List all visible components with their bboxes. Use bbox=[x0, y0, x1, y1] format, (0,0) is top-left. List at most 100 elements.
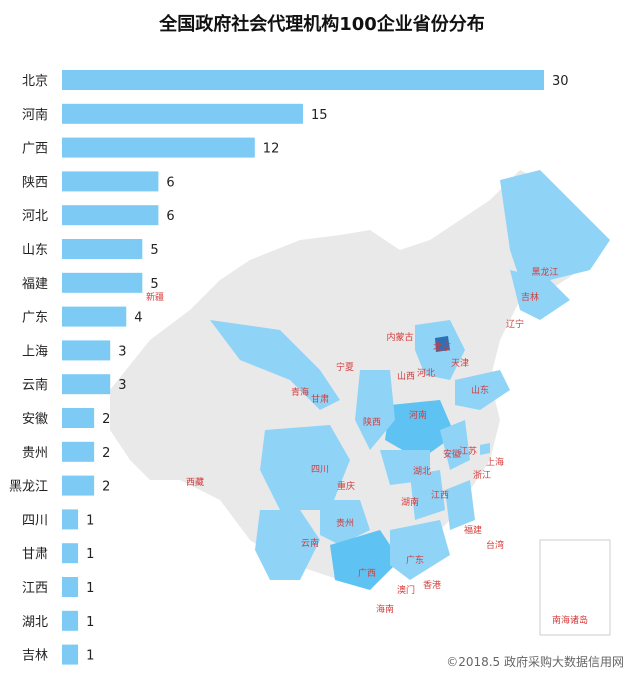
copyright-text: ©2018.5 政府采购大数据信用网 bbox=[446, 655, 624, 669]
value-label: 2 bbox=[102, 412, 110, 427]
map-region-guangxi bbox=[330, 530, 400, 590]
category-label: 安徽 bbox=[22, 412, 48, 427]
map-region-beijing bbox=[435, 336, 450, 352]
bar bbox=[62, 408, 95, 428]
map-province-label: 湖北 bbox=[413, 466, 431, 477]
value-label: 5 bbox=[150, 277, 158, 292]
map-province-label: 安徽 bbox=[443, 448, 461, 460]
category-label: 四川 bbox=[22, 513, 48, 528]
map-region-yunnan bbox=[255, 510, 320, 580]
map-region-jiangxi bbox=[410, 470, 445, 520]
map-province-label: 新疆 bbox=[146, 291, 164, 303]
category-label: 湖北 bbox=[22, 615, 48, 630]
map-province-label: 辽宁 bbox=[506, 318, 524, 330]
bar bbox=[62, 475, 95, 496]
map-region-anhui bbox=[440, 420, 470, 470]
map-province-label: 海南 bbox=[376, 603, 394, 615]
map-region-fujian bbox=[445, 480, 475, 530]
map-province-label: 浙江 bbox=[473, 469, 491, 481]
value-label: 6 bbox=[166, 175, 174, 190]
bar bbox=[62, 374, 111, 395]
bar bbox=[62, 272, 143, 293]
category-label: 河南 bbox=[22, 107, 48, 123]
category-label: 上海 bbox=[22, 344, 48, 359]
bar bbox=[62, 70, 544, 90]
category-label: 河北 bbox=[22, 209, 48, 224]
map-province-label: 天津 bbox=[451, 358, 469, 369]
category-label: 黑龙江 bbox=[9, 480, 48, 495]
map-province-label: 云南 bbox=[301, 537, 319, 549]
category-label: 福建 bbox=[22, 277, 48, 292]
map-province-label: 南海诸岛 bbox=[552, 614, 588, 626]
map-base-land bbox=[110, 170, 590, 580]
map-province-label: 山西 bbox=[397, 371, 415, 382]
value-label: 30 bbox=[552, 74, 569, 89]
map-region-sichuan bbox=[260, 425, 350, 510]
category-label: 江西 bbox=[22, 581, 48, 596]
chart-title: 全国政府社会代理机构100企业省份分布 bbox=[159, 14, 485, 35]
map-province-label: 北京 bbox=[433, 341, 451, 353]
map-province-label: 广东 bbox=[406, 554, 424, 566]
map-province-label: 澳门 bbox=[397, 584, 415, 596]
category-label: 吉林 bbox=[22, 649, 48, 664]
bar bbox=[62, 577, 79, 597]
bar bbox=[62, 543, 79, 564]
category-label: 贵州 bbox=[22, 446, 48, 461]
value-label: 1 bbox=[86, 513, 94, 528]
map-province-label: 甘肃 bbox=[311, 393, 329, 405]
map-province-label: 河北 bbox=[417, 367, 435, 379]
value-label: 5 bbox=[150, 243, 158, 258]
value-label: 1 bbox=[86, 547, 94, 562]
map-region-guangdong bbox=[390, 520, 450, 580]
value-label: 2 bbox=[102, 446, 110, 461]
map-province-label: 吉林 bbox=[521, 291, 539, 303]
value-label: 1 bbox=[86, 581, 94, 596]
category-label: 广东 bbox=[22, 311, 48, 326]
value-label: 6 bbox=[166, 209, 174, 224]
map-province-label: 宁夏 bbox=[336, 361, 354, 373]
category-label: 北京 bbox=[22, 74, 48, 89]
value-label: 4 bbox=[134, 311, 142, 326]
value-label: 2 bbox=[102, 480, 110, 495]
category-label: 云南 bbox=[22, 377, 48, 393]
map-province-label: 江苏 bbox=[459, 445, 477, 457]
bar bbox=[62, 137, 255, 158]
map-region-shanghai bbox=[480, 443, 490, 455]
value-label: 15 bbox=[311, 108, 328, 123]
map-province-label: 内蒙古 bbox=[386, 331, 413, 343]
bar bbox=[62, 441, 95, 462]
map-province-label: 福建 bbox=[464, 524, 482, 536]
category-label: 甘肃 bbox=[22, 547, 48, 562]
map-south-china-sea-inset bbox=[539, 539, 611, 636]
value-label: 3 bbox=[118, 378, 126, 393]
map-province-label: 香港 bbox=[423, 579, 441, 591]
bar bbox=[62, 205, 159, 226]
map-province-label: 湖南 bbox=[401, 496, 419, 508]
map-province-label: 台湾 bbox=[486, 539, 504, 551]
category-label: 山东 bbox=[22, 243, 48, 258]
map-province-label: 西藏 bbox=[186, 476, 204, 488]
map-region-shandong bbox=[455, 370, 510, 410]
map-region-henan bbox=[385, 400, 455, 460]
map-province-label: 黑龙江 bbox=[531, 266, 558, 278]
bar bbox=[62, 644, 79, 665]
value-label: 1 bbox=[86, 649, 94, 664]
map-province-label: 重庆 bbox=[337, 480, 355, 492]
map-region-jilin bbox=[510, 270, 570, 320]
map-region-shaanxi bbox=[355, 370, 395, 450]
map-province-label: 贵州 bbox=[336, 517, 354, 529]
bar bbox=[62, 509, 79, 530]
value-label: 1 bbox=[86, 615, 94, 630]
map-province-label: 四川 bbox=[311, 465, 329, 475]
map-province-label: 山东 bbox=[471, 384, 489, 396]
map-region-heilongjiang bbox=[500, 170, 610, 280]
map-region-gansu bbox=[210, 320, 340, 410]
bar bbox=[62, 610, 79, 631]
map-province-label: 青海 bbox=[291, 386, 309, 398]
bar bbox=[62, 340, 111, 361]
map-province-label: 广西 bbox=[358, 567, 376, 579]
category-label: 陕西 bbox=[22, 175, 48, 190]
bar bbox=[62, 103, 303, 124]
